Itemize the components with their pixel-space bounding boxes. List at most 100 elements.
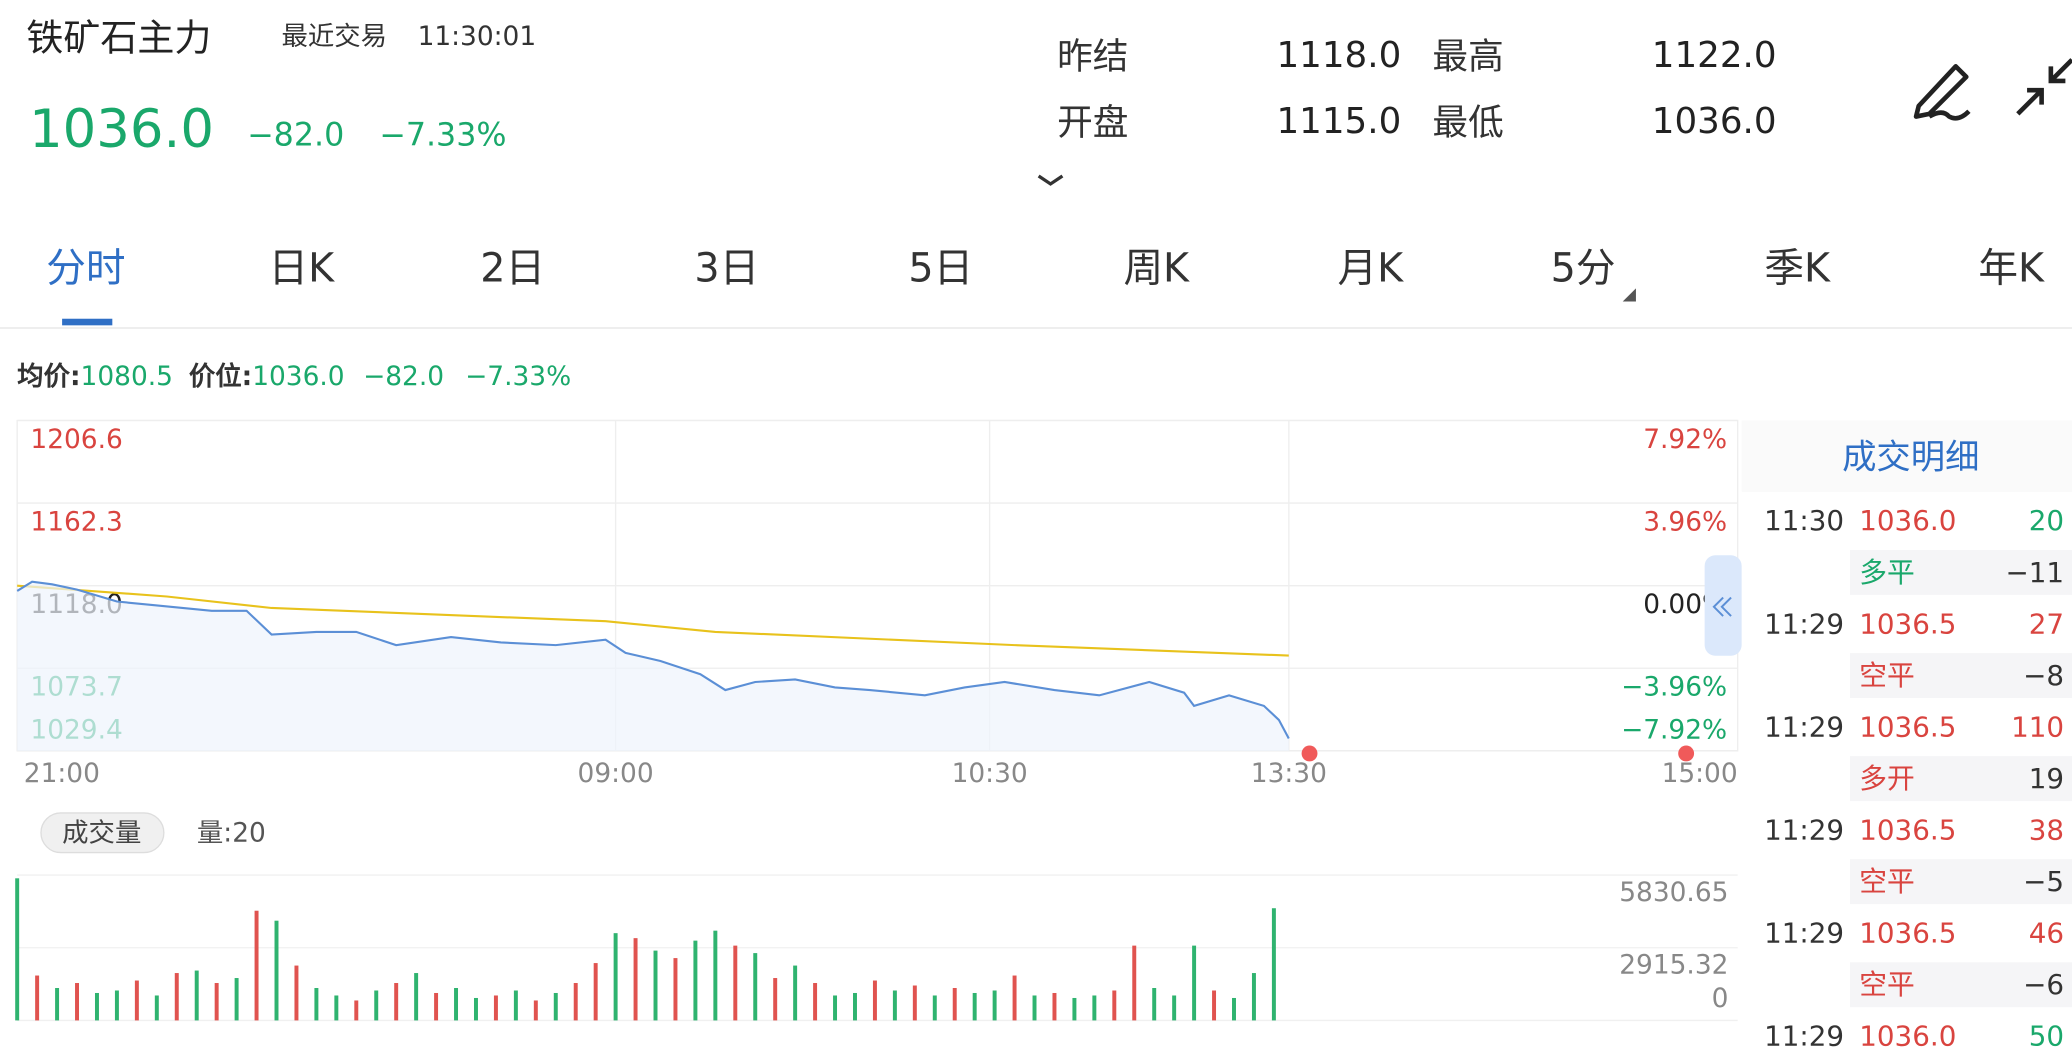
trade-change: 19: [2029, 762, 2064, 795]
x-tick-label: 09:00: [578, 758, 654, 789]
tab[interactable]: 周K: [1123, 246, 1190, 292]
change: −82.0: [247, 117, 344, 153]
x-tick-label: 15:00: [1662, 758, 1738, 789]
trade-volume: 46: [2029, 917, 2064, 950]
tab[interactable]: 月K: [1338, 246, 1405, 292]
volume-bar: [673, 958, 678, 1021]
volume-bar: [513, 990, 518, 1021]
trade-kind: 多开: [1859, 762, 1915, 795]
volume-label: 成交量: [62, 818, 141, 849]
volume-bar: [374, 990, 379, 1021]
volume-bar: [434, 992, 439, 1021]
volume-bar: [194, 970, 199, 1021]
volume-bar: [1132, 945, 1137, 1021]
volume-bar: [314, 988, 319, 1021]
stat-value: 1036.0: [1652, 101, 1777, 142]
volume-pill[interactable]: [40, 812, 165, 854]
trade-time: 11:30: [1764, 504, 1844, 537]
trade-volume: 110: [2011, 710, 2064, 743]
volume-bar: [713, 930, 718, 1021]
volume-bar: [653, 950, 658, 1021]
volume-bar: [1192, 945, 1197, 1021]
volume-bar: [872, 980, 877, 1021]
trade-change: −11: [2006, 556, 2065, 589]
y-tick-label: 1162.3: [30, 506, 122, 537]
tab[interactable]: 3日: [694, 246, 759, 292]
volume-bar: [833, 995, 838, 1021]
volume-bar: [274, 920, 279, 1021]
volume-bar: [1032, 995, 1037, 1021]
volume-bar: [134, 980, 139, 1021]
stat-value: 1115.0: [1277, 101, 1402, 142]
last-trade-time: 11:30:01: [418, 21, 537, 52]
tab[interactable]: 季K: [1764, 246, 1831, 292]
volume-bar: [414, 973, 419, 1021]
stat-label: 最高: [1432, 36, 1503, 77]
volume-bar: [932, 995, 937, 1021]
price-value: 1036.0: [252, 360, 344, 391]
y2-tick-label: 3.96%: [1643, 506, 1727, 537]
row-bg: [1850, 962, 2072, 1008]
volume-bar: [1072, 997, 1077, 1021]
tab[interactable]: 日K: [268, 246, 335, 292]
volume-bar: [1172, 995, 1177, 1021]
volume-bar: [254, 910, 259, 1021]
trade-kind: 空平: [1859, 659, 1915, 692]
trade-detail: 11:30 1036.0 20 多平 −11 11:29 1036.5 27 空平 −8 11:29…: [1764, 504, 2072, 1053]
volume-bar: [992, 990, 997, 1021]
volume-bar: [1212, 990, 1217, 1021]
volume-bar: [912, 985, 917, 1021]
close-dot: [1678, 745, 1695, 762]
y2-tick-label: −7.92%: [1621, 715, 1727, 746]
volume-bar: [294, 965, 299, 1021]
tab[interactable]: 年K: [1978, 246, 2045, 292]
stat-label: 昨结: [1057, 36, 1128, 77]
y-tick-label: 1206.6: [30, 424, 122, 455]
price-chart: 1206.61162.31118.01073.71029.47.92%3.96%…: [16, 419, 1739, 789]
x-tick-label: 10:30: [952, 758, 1028, 789]
row-bg: [1850, 549, 2072, 595]
current-dot: [1301, 745, 1318, 762]
trade-change: −8: [2023, 659, 2064, 692]
volume-text: 量:20: [197, 818, 266, 849]
volume-bar: [853, 992, 857, 1021]
title: 铁矿石主力: [26, 16, 211, 59]
trade-time: 11:29: [1764, 813, 1844, 846]
tab[interactable]: 5日: [908, 246, 973, 292]
volume-bar: [533, 1000, 538, 1021]
tab[interactable]: 5分: [1551, 246, 1616, 292]
y2-tick-label: 7.92%: [1643, 424, 1727, 455]
expand-chevron[interactable]: [1037, 174, 1064, 186]
volume-bar: [813, 983, 818, 1021]
shrink-icon[interactable]: [2016, 58, 2072, 116]
trade-time: 11:29: [1764, 607, 1844, 640]
trade-price: 1036.0: [1859, 504, 1956, 537]
volume-bar: [154, 995, 159, 1021]
draw-icon[interactable]: [1913, 64, 1971, 121]
trade-kind: 空平: [1859, 968, 1915, 1001]
y2-tick-label: −3.96%: [1621, 672, 1727, 703]
row-bg: [1850, 756, 2072, 802]
x-tick-label: 21:00: [24, 758, 100, 789]
stat-label: 开盘: [1057, 102, 1128, 143]
trade-price: 1036.0: [1859, 1020, 1956, 1053]
volume-bar: [613, 933, 618, 1021]
volume-bar: [214, 983, 219, 1021]
y-tick-label: 5830.65: [1619, 877, 1728, 908]
trade-kind: 多平: [1859, 556, 1915, 589]
volume-bar: [174, 973, 179, 1021]
trade-volume: 38: [2029, 813, 2064, 846]
quote-bar: 均价:1080.5 价位:1036.0 −82.0 −7.33%: [17, 360, 571, 391]
trade-change: −6: [2023, 968, 2064, 1001]
volume-bar: [593, 963, 598, 1021]
volume-bar: [1232, 997, 1236, 1021]
volume-bar: [454, 988, 459, 1021]
tab[interactable]: 分时: [46, 246, 125, 292]
trade-time: 11:29: [1764, 710, 1844, 743]
last-trade-label: 最近交易: [281, 21, 387, 52]
volume-bar: [1271, 908, 1276, 1021]
volume-bar: [493, 995, 498, 1021]
tab[interactable]: 2日: [480, 246, 545, 292]
